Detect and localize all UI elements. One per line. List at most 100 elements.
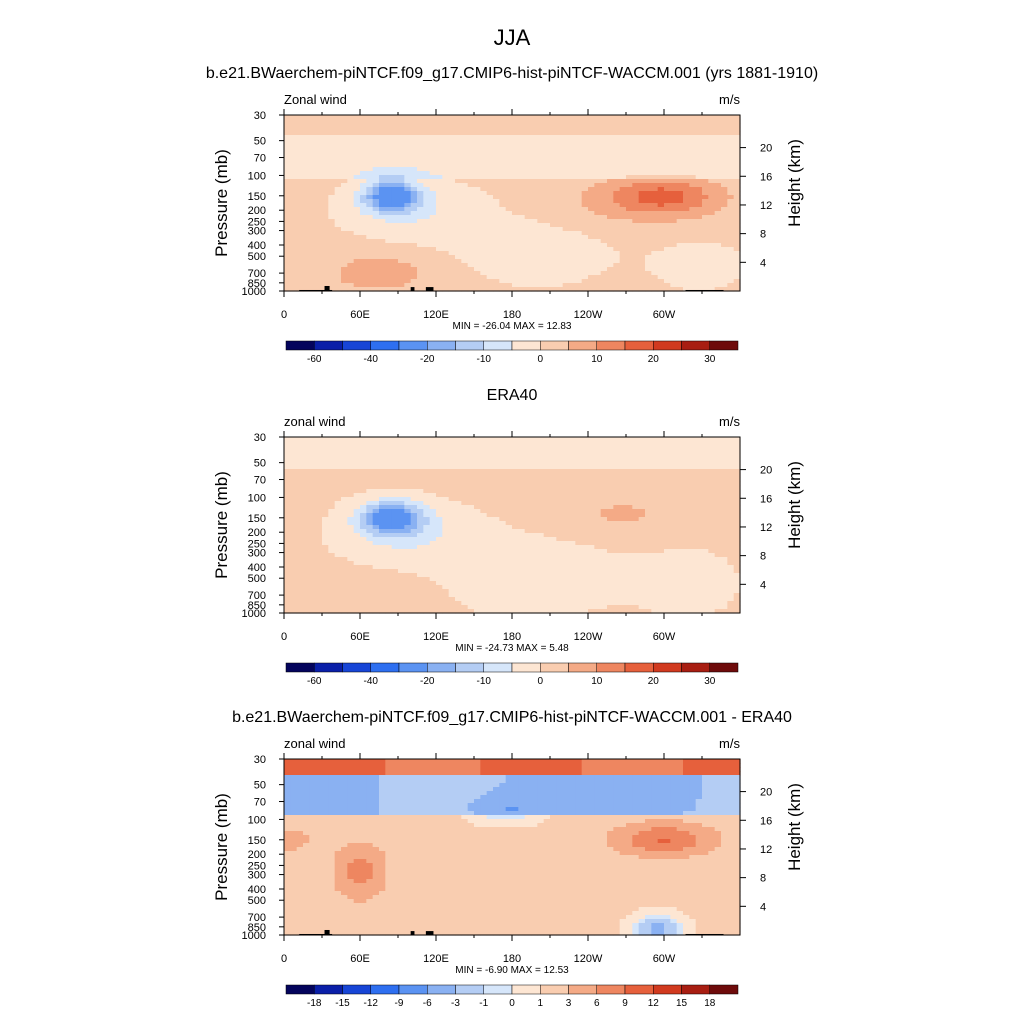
heatmap-cell <box>657 255 665 260</box>
heatmap-cell <box>353 207 361 212</box>
heatmap-cell <box>575 263 583 268</box>
heatmap-cell <box>480 199 488 204</box>
heatmap-cell <box>493 473 500 478</box>
heatmap-cell <box>531 509 538 514</box>
heatmap-cell <box>315 179 323 184</box>
heatmap-cell <box>379 143 386 148</box>
heatmap-cell <box>429 183 437 188</box>
heatmap-cell <box>442 457 450 462</box>
heatmap-cell <box>436 287 443 292</box>
heatmap-cell <box>664 171 671 176</box>
heatmap-cell <box>607 155 614 160</box>
heatmap-cell <box>512 457 519 462</box>
heatmap-cell <box>480 287 488 292</box>
heatmap-cell <box>670 259 678 264</box>
heatmap-cell <box>562 231 570 236</box>
heatmap-cell <box>284 215 291 220</box>
heatmap-cell <box>531 473 538 478</box>
heatmap-cell <box>537 155 545 160</box>
heatmap-cell <box>581 219 589 224</box>
heatmap-cell <box>334 171 342 176</box>
heatmap-cell <box>569 453 576 458</box>
heatmap-cell <box>455 259 462 264</box>
heatmap-cell <box>708 465 716 470</box>
heatmap-cell <box>499 437 507 442</box>
heatmap-cell <box>708 517 716 522</box>
heatmap-cell <box>493 247 500 252</box>
heatmap-cell <box>341 461 348 466</box>
heatmap-cell <box>664 517 671 522</box>
heatmap-cell <box>467 243 475 248</box>
heatmap-cell <box>341 203 348 208</box>
heatmap-cell <box>531 489 538 494</box>
heatmap-cell <box>702 521 709 526</box>
heatmap-cell <box>296 287 304 292</box>
heatmap-cell <box>360 469 367 474</box>
heatmap-cell <box>347 119 355 124</box>
heatmap-cell <box>550 505 557 510</box>
heatmap-cell <box>493 481 500 486</box>
heatmap-cell <box>296 131 304 136</box>
heatmap-cell <box>467 513 475 518</box>
heatmap-cell <box>556 283 564 288</box>
heatmap-cell <box>341 449 348 454</box>
heatmap-cell <box>607 147 614 152</box>
heatmap-cell <box>322 211 329 216</box>
heatmap-cell <box>461 219 469 224</box>
heatmap-cell <box>442 135 450 140</box>
heatmap-cell <box>708 505 716 510</box>
heatmap-cell <box>309 473 317 478</box>
heatmap-cell <box>626 191 633 196</box>
heatmap-cell <box>657 211 665 216</box>
heatmap-cell <box>543 529 551 534</box>
heatmap-cell <box>721 453 728 458</box>
heatmap-cell <box>436 445 443 450</box>
heatmap-cell <box>594 259 602 264</box>
heatmap-cell <box>410 529 418 534</box>
heatmap-cell <box>594 215 602 220</box>
heatmap-cell <box>626 529 633 534</box>
heatmap-cell <box>562 163 570 168</box>
heatmap-cell <box>436 131 443 136</box>
heatmap-cell <box>537 457 545 462</box>
heatmap-cell <box>607 505 614 510</box>
heatmap-cell <box>423 199 431 204</box>
heatmap-cell <box>600 187 608 192</box>
heatmap-cell <box>366 247 374 252</box>
heatmap-cell <box>676 251 684 256</box>
heatmap-cell <box>379 227 386 232</box>
heatmap-cell <box>721 123 728 128</box>
heatmap-cell <box>721 259 728 264</box>
heatmap-cell <box>423 509 431 514</box>
heatmap-cell <box>575 115 583 120</box>
heatmap-cell <box>341 493 348 498</box>
heatmap-cell <box>708 453 716 458</box>
heatmap-cell <box>360 239 367 244</box>
heatmap-cell <box>613 255 621 260</box>
heatmap-cell <box>537 195 545 200</box>
heatmap-cell <box>442 171 450 176</box>
heatmap-cell <box>569 223 576 228</box>
heatmap-cell <box>727 235 735 240</box>
heatmap-cell <box>480 497 488 502</box>
heatmap-cell <box>651 283 659 288</box>
heatmap-cell <box>524 135 532 140</box>
heatmap-cell <box>486 283 494 288</box>
heatmap-cell <box>543 465 551 470</box>
heatmap-cell <box>613 275 621 280</box>
heatmap-cell <box>328 501 336 506</box>
heatmap-cell <box>676 453 684 458</box>
heatmap-cell <box>638 263 646 268</box>
heatmap-cell <box>569 175 576 180</box>
heatmap-cell <box>480 207 488 212</box>
heatmap-cell <box>664 195 671 200</box>
heatmap-cell <box>423 521 431 526</box>
heatmap-cell <box>569 251 576 256</box>
heatmap-cell <box>436 267 443 272</box>
heatmap-cell <box>429 163 437 168</box>
heatmap-cell <box>619 271 627 276</box>
heatmap-cell <box>303 481 310 486</box>
heatmap-cell <box>632 275 640 280</box>
heatmap-cell <box>607 235 614 240</box>
heatmap-cell <box>442 445 450 450</box>
